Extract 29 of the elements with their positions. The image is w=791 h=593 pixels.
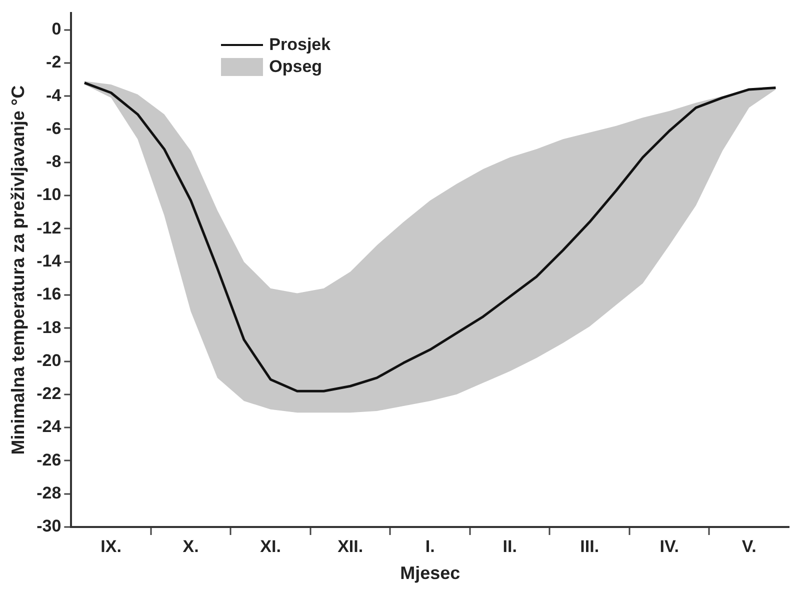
x-tick-label: III.: [580, 536, 600, 556]
y-tick-label: -28: [36, 484, 62, 503]
x-tick-label: I.: [425, 536, 435, 556]
y-tick-label: -12: [36, 218, 62, 238]
x-tick-label: XII.: [338, 536, 364, 556]
x-tick-label: V.: [742, 536, 756, 556]
x-tick-label: XI.: [260, 536, 281, 556]
x-tick-label: X.: [182, 536, 199, 556]
y-tick-label: -16: [36, 284, 62, 304]
y-tick-label: -4: [46, 86, 62, 105]
legend-label: Prosjek: [269, 34, 331, 56]
y-tick-label: -18: [36, 318, 62, 337]
x-axis-title: Mjesec: [400, 563, 460, 584]
y-tick-label: -2: [46, 52, 62, 72]
y-tick-label: -22: [36, 384, 62, 404]
y-tick-label: -6: [46, 118, 62, 138]
y-tick-label: 0: [52, 19, 62, 38]
y-tick-label: -10: [36, 185, 62, 204]
x-tick-label: IV.: [660, 536, 679, 556]
y-tick-label: -14: [36, 252, 62, 270]
x-tick-label: IX.: [100, 536, 122, 556]
y-tick-label: -8: [46, 152, 62, 172]
x-tick-label: II.: [502, 536, 517, 556]
y-tick-label: -30: [36, 516, 62, 536]
annotation: Opseg: [269, 56, 322, 78]
y-axis-title: Minimalna temperatura za preživljavanje °C: [8, 85, 28, 455]
y-tick-label: -26: [36, 450, 62, 470]
y-tick-label: -20: [36, 350, 62, 370]
y-tick-label: -24: [36, 417, 62, 436]
